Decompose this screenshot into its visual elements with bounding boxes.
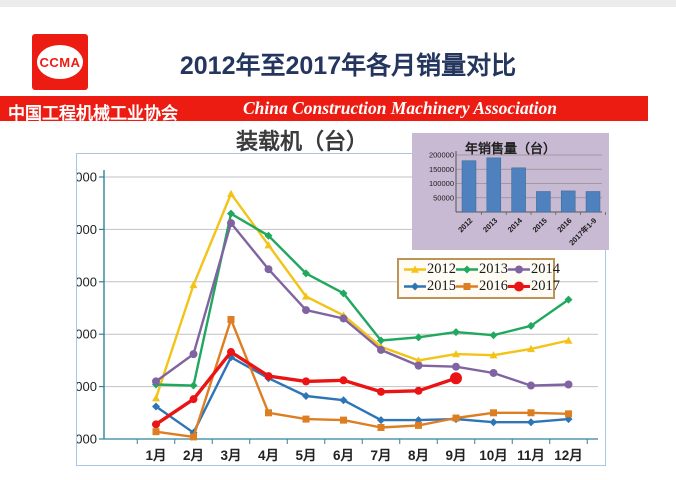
svg-text:13000: 13000 [77, 327, 97, 342]
inset-bar-2013 [486, 157, 502, 213]
legend-label: 2013 [479, 261, 508, 277]
legend-label: 2017 [531, 278, 560, 294]
svg-text:150000: 150000 [429, 165, 454, 174]
series-2016-line [154, 318, 570, 439]
x-axis-label: 1月 [145, 448, 166, 463]
svg-text:18000: 18000 [77, 274, 97, 289]
inset-x-label: 2017年1-9 [567, 215, 599, 247]
chart-legend: 2012 2013 2014 2015 2016 2017 [397, 258, 560, 299]
x-axis-label: 10月 [479, 448, 508, 463]
ccma-logo-text: CCMA [39, 54, 81, 70]
x-axis-label: 7月 [370, 448, 391, 463]
inset-bar-2012 [461, 160, 477, 213]
svg-text:3000: 3000 [77, 432, 97, 447]
page-title: 2012年至2017年各月销量对比 [179, 52, 517, 80]
svg-text:50000: 50000 [433, 193, 454, 202]
legend-item-2015: 2015 [404, 278, 456, 295]
inset-chart-svg: 50000 100000 150000 200000 2012 2013 2014 2015 2… [429, 151, 606, 247]
legend-marker-circle-icon [508, 265, 530, 274]
series-2015-line [154, 356, 570, 434]
svg-text:8000: 8000 [77, 379, 97, 394]
x-axis-label: 5月 [295, 448, 316, 463]
legend-label: 2015 [427, 278, 456, 294]
x-axis-label: 12月 [554, 448, 583, 463]
legend-item-2012: 2012 [404, 261, 456, 278]
legend-item-2013: 2013 [456, 261, 508, 278]
series-2012-line [154, 192, 570, 400]
legend-item-2014: 2014 [508, 261, 560, 278]
x-axis-label: 8月 [408, 448, 429, 463]
series-2014-line [154, 221, 570, 387]
x-axis-label: 2月 [183, 448, 204, 463]
inset-x-label: 2012 [456, 216, 474, 234]
top-strip [0, 0, 676, 7]
x-axis-label: 4月 [258, 448, 279, 463]
inset-bar-2014 [511, 167, 526, 213]
inset-bar-2016 [560, 190, 576, 213]
svg-text:200000: 200000 [429, 151, 454, 160]
svg-text:100000: 100000 [429, 179, 454, 188]
inset-bar-2017年1-9 [585, 191, 601, 213]
legend-marker-circle-icon [508, 281, 530, 292]
legend-item-2017: 2017 [508, 278, 560, 295]
inset-bar-chart: 年销售量（台） 50000 100000 150000 200000 2012 2013 2… [412, 133, 609, 250]
inset-chart-title: 年销售量（台） [464, 141, 556, 156]
association-banner: 中国工程机械工业协会 China Construction Machinery … [0, 96, 648, 123]
legend-label: 2012 [427, 261, 456, 277]
x-axis-label: 9月 [445, 448, 466, 463]
legend-label: 2016 [479, 278, 508, 294]
inset-x-label: 2016 [555, 216, 573, 234]
inset-x-label: 2015 [531, 216, 549, 234]
inset-x-label: 2014 [506, 215, 525, 234]
x-axis-label: 6月 [333, 448, 354, 463]
inset-bar-2015 [536, 191, 551, 213]
main-chart-svg: 3000 8000 13000 18000 23000 28000 1月 2月 3月 4月 5月 6月… [77, 170, 598, 463]
legend-item-2016: 2016 [456, 278, 508, 295]
legend-marker-diamond-icon [404, 282, 426, 291]
ccma-logo: CCMA [32, 34, 88, 90]
inset-x-label: 2013 [481, 216, 499, 234]
x-axis-label: 3月 [220, 448, 241, 463]
chart-title: 装载机（台） [235, 129, 368, 154]
legend-marker-triangle-icon [404, 265, 426, 273]
x-axis-label: 11月 [517, 448, 545, 463]
banner-english-name: China Construction Machinery Association [243, 98, 557, 118]
svg-text:23000: 23000 [77, 222, 97, 237]
svg-text:28000: 28000 [77, 170, 97, 185]
ccma-logo-ellipse: CCMA [37, 45, 83, 79]
legend-label: 2014 [531, 261, 560, 277]
legend-marker-square-icon [456, 283, 478, 290]
banner-chinese-name: 中国工程机械工业协会 [8, 104, 178, 123]
legend-marker-diamond-icon [456, 265, 478, 274]
